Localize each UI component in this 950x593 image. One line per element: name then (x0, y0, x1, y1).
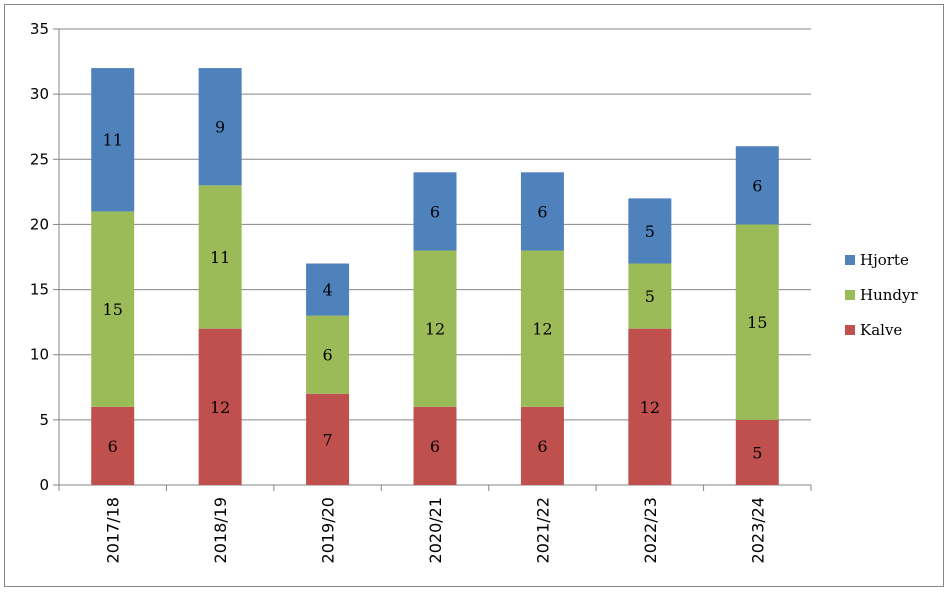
data-label: 7 (322, 430, 332, 449)
legend-label-hundyr: Hundyr (860, 286, 918, 304)
bar-hundyr-1 (198, 185, 242, 329)
data-label: 6 (430, 202, 440, 221)
x-tick-label: 2022/23 (641, 497, 660, 563)
data-label: 5 (752, 443, 762, 462)
data-label: 9 (215, 118, 225, 137)
x-tick-label: 2023/24 (748, 497, 767, 563)
y-tick-label: 10 (30, 346, 49, 364)
data-label: 6 (537, 202, 547, 221)
x-tick-label: 2021/22 (533, 497, 552, 563)
bar-kalve-5 (628, 328, 672, 485)
bar-hjorte-3 (413, 172, 457, 251)
data-label: 12 (640, 398, 660, 417)
x-tick-label: 2017/18 (104, 497, 123, 563)
y-tick-label: 30 (30, 85, 49, 103)
bar-hundyr-2 (306, 315, 350, 394)
y-tick-label: 20 (30, 215, 49, 233)
bar-kalve-2 (306, 393, 350, 485)
data-label: 11 (210, 248, 230, 267)
data-label: 6 (752, 176, 762, 195)
bar-kalve-1 (198, 328, 242, 485)
bar-hjorte-0 (91, 68, 135, 212)
y-tick-label: 0 (39, 476, 49, 494)
y-tick-label: 5 (39, 411, 49, 429)
data-label: 6 (537, 437, 547, 456)
data-label: 12 (210, 398, 230, 417)
legend-swatch-kalve (845, 325, 855, 335)
data-label: 6 (322, 346, 332, 365)
y-tick-label: 15 (30, 281, 49, 299)
data-label: 6 (430, 437, 440, 456)
bar-kalve-4 (520, 406, 564, 485)
chart-frame: 0 5 10 15 20 25 30 35 6 15 11 2017/18 12 11 9 2018/19 7 6… (4, 4, 944, 587)
y-tick-label: 35 (30, 20, 49, 38)
y-tick-label: 25 (30, 150, 49, 168)
bar-kalve-3 (413, 406, 457, 485)
data-label: 15 (103, 300, 123, 319)
data-label: 5 (645, 222, 655, 241)
data-label: 15 (747, 313, 767, 332)
bar-hundyr-6 (735, 224, 779, 420)
bar-hjorte-4 (520, 172, 564, 251)
bar-hjorte-5 (628, 198, 672, 264)
x-tick-label: 2019/20 (319, 497, 338, 563)
stacked-bar-chart: 0 5 10 15 20 25 30 35 6 15 11 2017/18 12 11 9 2018/19 7 6… (30, 20, 919, 563)
bar-hundyr-4 (520, 250, 564, 407)
data-label: 12 (532, 320, 552, 339)
legend-swatch-hundyr (845, 290, 855, 300)
bar-hjorte-1 (198, 68, 242, 186)
data-label: 4 (322, 281, 332, 300)
data-label: 11 (103, 131, 123, 150)
bar-kalve-6 (735, 419, 779, 485)
bar-hundyr-5 (628, 263, 672, 329)
x-tick-label: 2018/19 (211, 497, 230, 563)
bar-hjorte-6 (735, 146, 779, 225)
bar-hjorte-2 (306, 263, 350, 316)
legend-label-kalve: Kalve (860, 321, 902, 339)
legend-swatch-hjorte (845, 255, 855, 265)
x-tick-label: 2020/21 (426, 497, 445, 563)
legend-label-hjorte: Hjorte (860, 251, 909, 269)
data-label: 6 (108, 437, 118, 456)
data-label: 5 (645, 287, 655, 306)
data-label: 12 (425, 320, 445, 339)
bar-hundyr-0 (91, 211, 135, 407)
bar-kalve-0 (91, 406, 135, 485)
bar-hundyr-3 (413, 250, 457, 407)
